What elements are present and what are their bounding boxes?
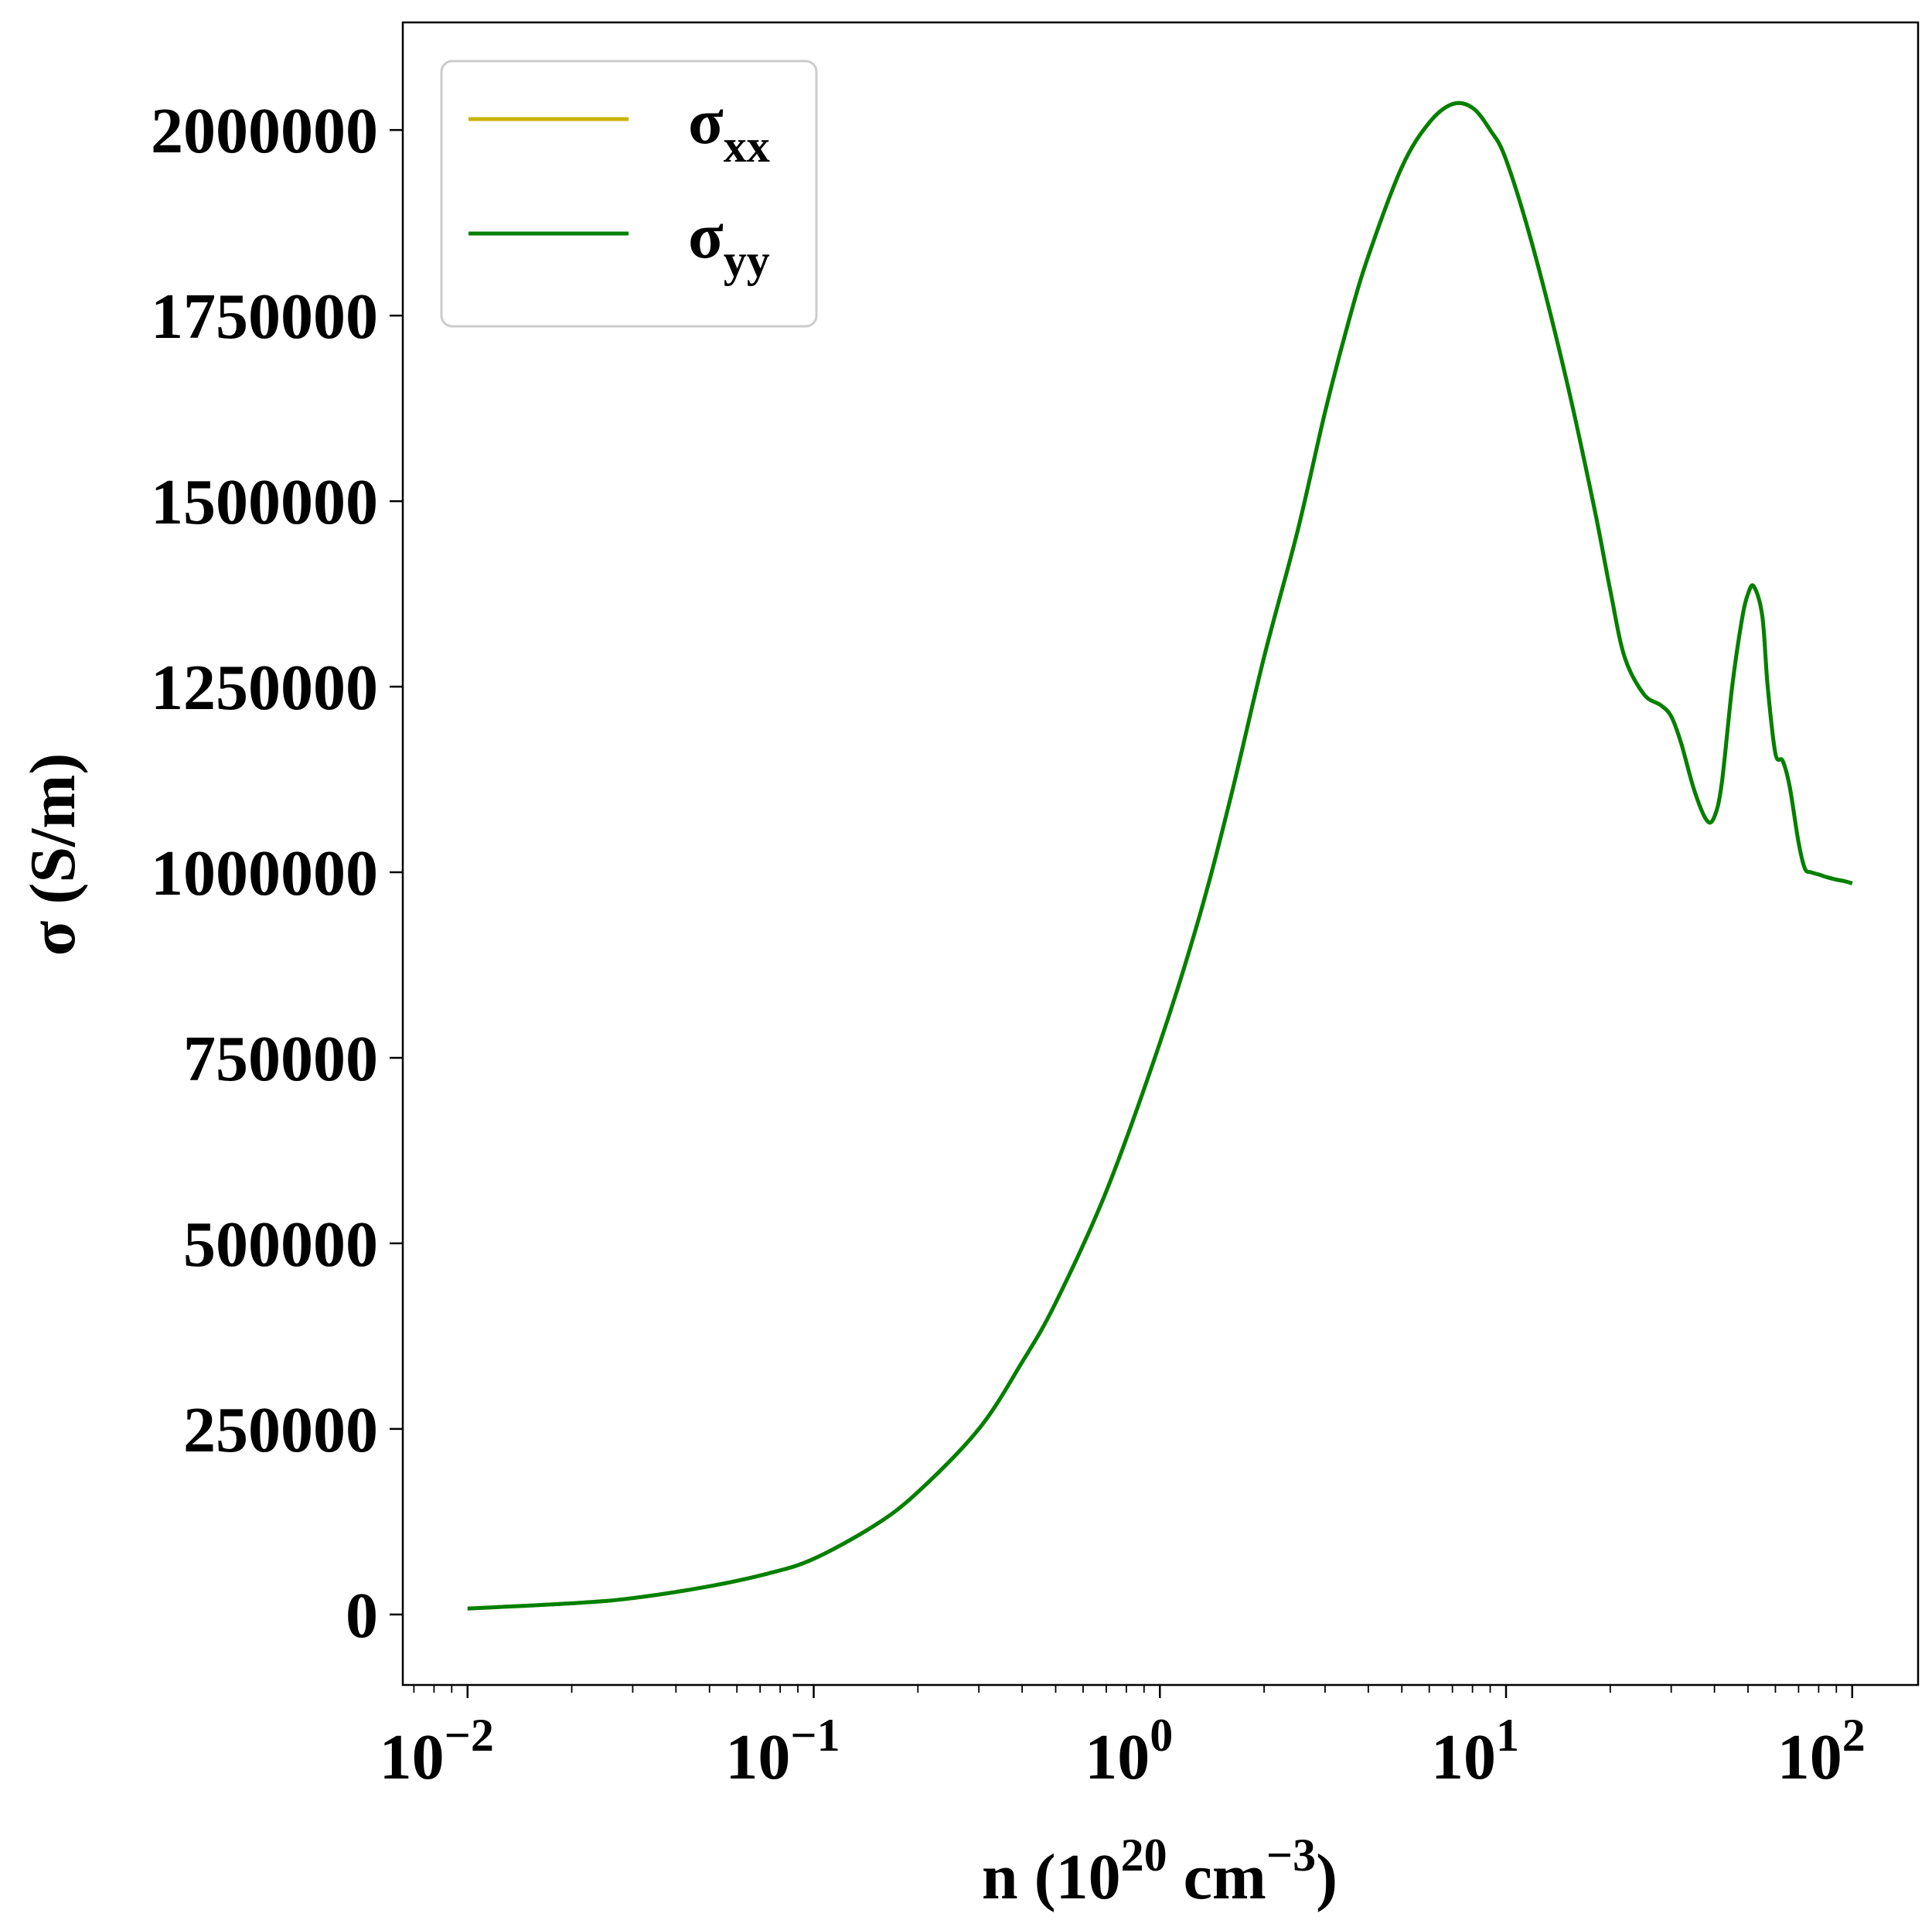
plot-frame — [401, 21, 1920, 1687]
y-tick-label: 2000000 — [151, 95, 378, 167]
x-tick-label: 102 — [1777, 1710, 1866, 1793]
x-axis-title-close: ) — [1316, 1841, 1337, 1913]
y-axis-ticks: 0 250000 500000 750000 1000000 1250000 1500000… — [151, 95, 403, 1652]
x-axis-title-base: n (10 — [982, 1841, 1121, 1913]
y-tick-label: 750000 — [183, 1023, 378, 1095]
y-tick-label: 0 — [346, 1580, 378, 1652]
x-tick-label: 10−2 — [380, 1710, 494, 1793]
x-axis-title-exponent-1: 20 — [1121, 1830, 1167, 1881]
y-tick-label: 1500000 — [151, 466, 378, 538]
legend-box — [440, 60, 818, 328]
legend-label-sigma-yy-subscript: yy — [724, 235, 770, 286]
x-tick-label: 101 — [1431, 1710, 1519, 1793]
y-tick-label: 500000 — [183, 1209, 378, 1281]
plot-lines — [467, 101, 1853, 1611]
x-tick-label: 100 — [1085, 1710, 1173, 1793]
x-tick-label: 10−1 — [725, 1710, 840, 1793]
legend: σxx σyy — [440, 60, 818, 328]
x-axis-title: n (1020 cm−3) — [982, 1830, 1337, 1913]
legend-label-sigma-xx: σxx — [688, 86, 770, 172]
series-line-sigma-yy — [467, 101, 1853, 1611]
y-tick-label: 1750000 — [151, 281, 378, 353]
x-axis-title-exponent-2: −3 — [1266, 1830, 1316, 1881]
y-axis-title: σ (S/m) — [17, 753, 89, 957]
legend-label-sigma-xx-subscript: xx — [724, 121, 770, 172]
x-axis-title-unit: cm — [1167, 1841, 1266, 1913]
x-axis-ticks: 10−2 10−1 100 101 102 — [380, 1685, 1866, 1793]
legend-label-sigma-xx-symbol: σ — [688, 86, 724, 158]
y-tick-label: 250000 — [183, 1394, 378, 1466]
legend-label-sigma-yy-symbol: σ — [688, 200, 724, 272]
legend-label-sigma-yy: σyy — [688, 200, 770, 286]
y-tick-label: 1250000 — [151, 652, 378, 724]
y-tick-label: 1000000 — [151, 837, 378, 909]
